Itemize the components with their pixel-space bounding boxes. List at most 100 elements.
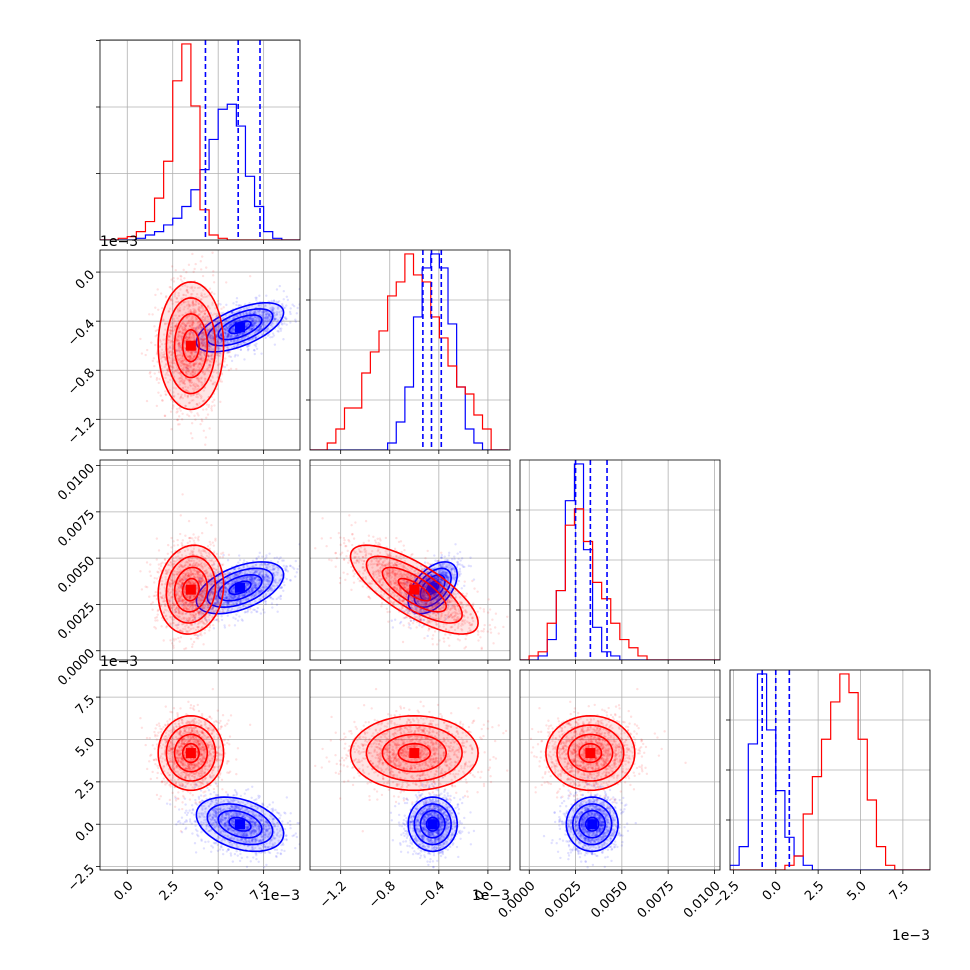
sample-point-blue bbox=[263, 317, 267, 320]
sample-point-red bbox=[191, 357, 195, 361]
sample-point-red bbox=[210, 353, 214, 357]
sample-point-blue bbox=[264, 592, 268, 596]
sample-point-blue bbox=[192, 337, 196, 340]
sample-point-blue bbox=[213, 320, 216, 324]
sample-point-red bbox=[207, 348, 211, 351]
sample-point-red bbox=[149, 370, 152, 374]
sample-point-red bbox=[182, 359, 185, 362]
sample-point-red bbox=[191, 252, 194, 256]
sample-point-blue bbox=[257, 335, 260, 338]
sample-point-blue bbox=[219, 334, 223, 337]
sample-point-blue bbox=[262, 608, 265, 611]
sample-point-blue bbox=[258, 563, 262, 567]
sample-point-red bbox=[197, 376, 200, 380]
sample-point-blue bbox=[301, 298, 303, 300]
sample-point-blue bbox=[269, 336, 272, 339]
sample-point-blue bbox=[295, 571, 299, 574]
sample-point-red bbox=[198, 320, 201, 323]
sample-point-red bbox=[187, 378, 191, 382]
sample-point-blue bbox=[258, 327, 261, 330]
sample-point-blue bbox=[194, 604, 197, 607]
sample-point-blue bbox=[232, 328, 235, 331]
sample-point-red bbox=[169, 363, 172, 367]
sample-point-blue bbox=[238, 595, 241, 598]
sample-point-blue bbox=[226, 341, 230, 345]
sample-point-blue bbox=[236, 343, 240, 346]
sample-point-blue bbox=[257, 578, 260, 582]
sample-point-red bbox=[157, 370, 161, 374]
sample-point-blue bbox=[253, 352, 256, 356]
sample-point-red bbox=[178, 330, 181, 333]
sample-point-red bbox=[155, 558, 158, 561]
sample-point-blue bbox=[236, 333, 239, 337]
sample-point-red bbox=[167, 309, 171, 313]
sample-point-red bbox=[173, 324, 176, 328]
sample-point-red bbox=[210, 360, 214, 363]
sample-point-red bbox=[179, 335, 183, 338]
sample-point-blue bbox=[275, 317, 278, 321]
sample-point-blue bbox=[206, 328, 209, 331]
sample-point-blue bbox=[184, 591, 187, 594]
sample-point-red bbox=[195, 376, 199, 380]
sample-point-red bbox=[225, 281, 228, 284]
sample-point-red bbox=[202, 643, 205, 646]
sample-point-red bbox=[153, 325, 156, 328]
sample-point-red bbox=[212, 270, 215, 273]
sample-point-red bbox=[187, 338, 190, 341]
sample-point-red bbox=[197, 393, 201, 396]
sample-point-blue bbox=[232, 322, 235, 325]
sample-point-red bbox=[210, 291, 214, 294]
sample-point-blue bbox=[266, 316, 270, 319]
sample-point-red bbox=[157, 563, 160, 566]
sample-point-red bbox=[197, 309, 201, 312]
sample-point-blue bbox=[221, 602, 224, 605]
sample-point-red bbox=[187, 331, 191, 335]
sample-point-blue bbox=[271, 309, 274, 312]
sample-point-blue bbox=[220, 615, 223, 618]
sample-point-red bbox=[177, 334, 180, 338]
sample-point-red bbox=[182, 293, 186, 297]
sample-point-blue bbox=[209, 334, 212, 337]
sample-point-red bbox=[196, 412, 199, 415]
sample-point-blue bbox=[294, 575, 297, 578]
sample-point-red bbox=[151, 313, 154, 316]
sample-point-blue bbox=[245, 325, 248, 328]
sample-point-red bbox=[189, 432, 193, 435]
sample-point-red bbox=[200, 395, 203, 398]
sample-point-blue bbox=[233, 595, 237, 598]
sample-point-red bbox=[184, 370, 188, 374]
sample-point-blue bbox=[210, 582, 214, 585]
sample-point-red bbox=[165, 371, 169, 374]
sample-point-blue bbox=[209, 583, 212, 586]
sample-point-red bbox=[162, 338, 165, 341]
sample-point-red bbox=[208, 348, 211, 351]
sample-point-blue bbox=[249, 570, 252, 574]
sample-point-red bbox=[181, 369, 184, 372]
sample-point-red bbox=[158, 345, 161, 348]
sample-point-blue bbox=[239, 338, 242, 342]
sample-point-blue bbox=[215, 595, 219, 598]
sample-point-red bbox=[183, 379, 186, 383]
sample-point-blue bbox=[226, 607, 229, 610]
sample-point-blue bbox=[226, 335, 229, 339]
sample-point-blue bbox=[248, 318, 251, 322]
sample-point-blue bbox=[224, 331, 227, 335]
sample-point-red bbox=[192, 357, 195, 360]
sample-point-red bbox=[188, 378, 192, 382]
sample-point-blue bbox=[262, 586, 265, 589]
sample-point-red bbox=[189, 637, 193, 641]
sample-point-red bbox=[171, 329, 174, 332]
sample-point-blue bbox=[218, 347, 221, 350]
sample-point-blue bbox=[249, 328, 253, 332]
sample-point-red bbox=[164, 363, 167, 367]
sample-point-blue bbox=[248, 344, 251, 347]
sample-point-blue bbox=[273, 318, 277, 321]
sample-point-red bbox=[187, 355, 190, 359]
sample-point-red bbox=[140, 352, 144, 355]
sample-point-red bbox=[199, 321, 202, 325]
sample-point-blue bbox=[194, 326, 198, 330]
sample-point-red bbox=[169, 326, 173, 329]
sample-point-red bbox=[183, 329, 186, 332]
sample-point-red bbox=[197, 355, 200, 359]
sample-point-blue bbox=[252, 324, 255, 327]
